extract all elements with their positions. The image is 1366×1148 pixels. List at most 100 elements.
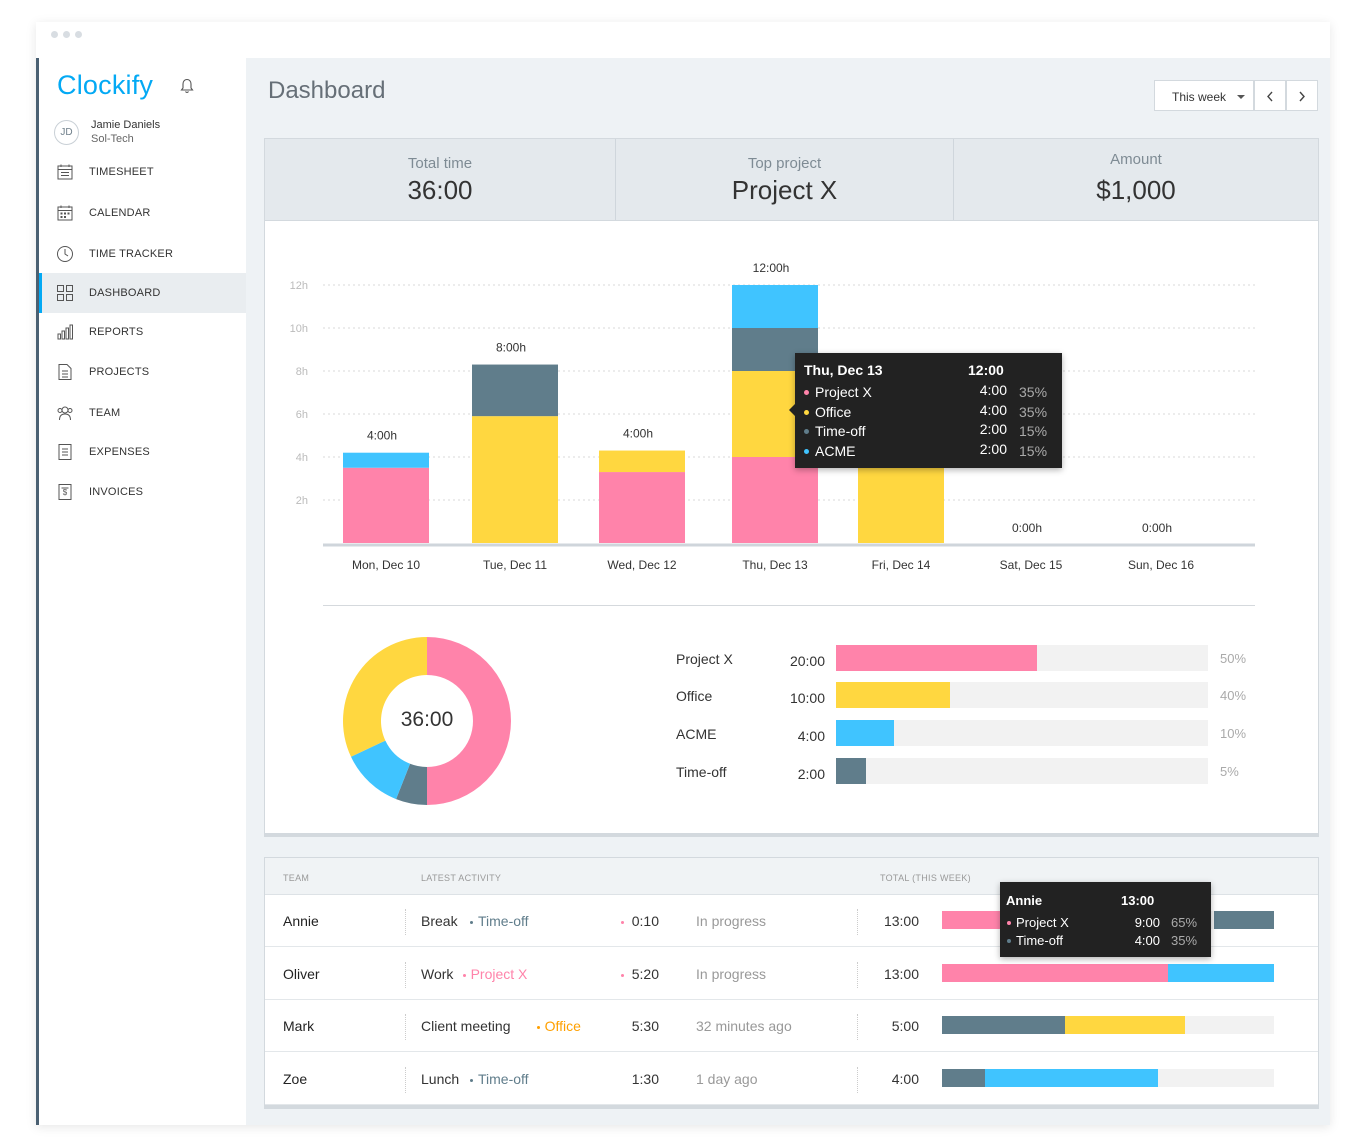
sidebar-item-invoices[interactable]: $ INVOICES (39, 472, 246, 512)
project-dot-icon (536, 1026, 540, 1029)
bar-segment-project-x[interactable] (599, 472, 685, 543)
sidebar: Clockify JD Jamie Daniels Sol-Tech TIMES… (36, 58, 246, 1125)
bar-segment-acme[interactable] (343, 452, 429, 468)
donut-slice-time-off[interactable] (396, 763, 427, 805)
sidebar-item-time-tracker[interactable]: TIME TRACKER (39, 234, 246, 274)
breakdown-percent: 5% (1220, 764, 1239, 779)
previous-period-button[interactable] (1254, 80, 1286, 111)
bar-segment-project-x[interactable] (343, 467, 429, 543)
breakdown-bar-track[interactable] (836, 720, 1208, 746)
sidebar-item-calendar[interactable]: CALENDAR (39, 193, 246, 233)
tooltip-title: Annie (1006, 893, 1043, 908)
member-time-bar[interactable] (942, 963, 1274, 982)
bar-segment-project-x[interactable] (732, 457, 818, 543)
tooltip-row-time: 4:00 (979, 401, 1007, 418)
table-row[interactable]: Oliver Work Project X 5:20 In progress 13:00 (265, 948, 1318, 1000)
sidebar-item-label: TEAM (89, 407, 121, 419)
clockify-logo[interactable]: Clockify (57, 70, 154, 100)
member-name: Mark (283, 1018, 315, 1034)
bar-tooltip: Thu, Dec 13 12:00 Project X 4:00 35% Office… (789, 353, 1062, 468)
tooltip-row-name: ACME (815, 442, 856, 459)
calendar-icon (57, 205, 73, 221)
donut-slice-office[interactable] (343, 637, 427, 757)
activity-project: Time-off (478, 913, 529, 929)
breakdown-bar-track[interactable] (836, 682, 1208, 708)
breakdown-percent: 50% (1220, 651, 1247, 666)
activity-duration: 5:20 (631, 965, 659, 982)
donut-slice-acme[interactable] (350, 740, 411, 800)
donut-slice-project-x[interactable] (427, 637, 511, 805)
summary-divider (615, 139, 616, 220)
legend-dot-icon (804, 409, 809, 415)
date-range-select[interactable]: This week (1154, 80, 1254, 111)
activity-duration: 5:30 (631, 1018, 659, 1034)
user-org: Sol-Tech (91, 133, 134, 145)
total-time-label: Total time (407, 155, 473, 172)
legend-dot-icon (1007, 921, 1011, 925)
running-dot-icon (621, 921, 624, 924)
breakdown-bar-track[interactable] (836, 758, 1208, 784)
window-dot-icon (75, 31, 82, 38)
running-dot-icon (621, 973, 624, 977)
member-bar-segment (942, 1016, 1065, 1034)
legend-dot-icon (1007, 939, 1011, 943)
sidebar-item-reports[interactable]: REPORTS (39, 312, 246, 352)
legend-dot-icon (804, 390, 809, 395)
avatar[interactable]: JD (54, 120, 79, 145)
expenses-icon (58, 444, 72, 460)
tooltip-row-name: Time-off (815, 423, 866, 439)
chevron-right-icon (1299, 91, 1305, 102)
amount-value: $1,000 (1096, 175, 1176, 205)
table-row[interactable]: Zoe Lunch Time-off 1:30 1 day ago 4:00 (265, 1053, 1318, 1105)
member-time-bar[interactable] (942, 1016, 1274, 1034)
sidebar-item-team[interactable]: TEAM (39, 393, 246, 433)
window-titlebar (36, 22, 1330, 58)
column-separator (857, 961, 858, 988)
member-bar-segment (942, 963, 1168, 982)
tooltip-row-name: Project X (1016, 915, 1069, 930)
tooltip-total: 12:00 (968, 362, 1004, 378)
breakdown-bar-track[interactable] (836, 645, 1208, 671)
column-separator (405, 1014, 406, 1040)
table-row[interactable]: Mark Client meeting Office 5:30 32 minutes a… (265, 1000, 1318, 1052)
bell-icon[interactable] (180, 78, 194, 94)
next-period-button[interactable] (1286, 80, 1318, 111)
bar-segment-office[interactable] (472, 416, 558, 543)
column-separator (857, 1066, 858, 1093)
bar-segment-acme[interactable] (732, 285, 818, 328)
sidebar-item-timesheet[interactable]: TIMESHEET (39, 152, 246, 192)
sidebar-item-label: CALENDAR (89, 207, 151, 219)
tooltip-row-time: 9:00 (1134, 915, 1160, 930)
sidebar-item-projects[interactable]: PROJECTS (39, 352, 246, 392)
column-header-team: TEAM (283, 873, 310, 883)
activity-task: Lunch (421, 1070, 460, 1087)
breakdown-bar-fill (836, 682, 950, 708)
bar-segment-office[interactable] (599, 450, 685, 473)
bar-segment-office[interactable] (858, 457, 944, 543)
x-tick-label: Sun, Dec 16 (1128, 558, 1194, 572)
breakdown-name: Time-off (676, 764, 727, 780)
member-total: 13:00 (883, 913, 919, 929)
bar-segment-time-off[interactable] (472, 364, 558, 417)
sidebar-item-label: PROJECTS (89, 366, 150, 378)
sidebar-item-dashboard[interactable]: DASHBOARD (39, 273, 246, 313)
amount-card: Amount $1,000 (954, 139, 1318, 220)
tooltip-row-percent: 35% (1019, 384, 1048, 400)
member-time-bar[interactable] (942, 1068, 1274, 1087)
x-tick-label: Wed, Dec 12 (607, 558, 676, 572)
sidebar-item-expenses[interactable]: EXPENSES (39, 432, 246, 472)
summary-divider (953, 139, 954, 220)
sidebar-item-label: DASHBOARD (89, 287, 161, 299)
projects-icon (58, 364, 72, 380)
breakdown-bar-fill (836, 758, 866, 784)
x-tick-label: Mon, Dec 10 (352, 558, 420, 572)
breakdown-name: Project X (676, 651, 733, 667)
project-dot-icon (470, 921, 473, 924)
tooltip-row-time: 2:00 (979, 440, 1007, 457)
breakdown-percent: 40% (1220, 688, 1247, 703)
project-dot-icon (462, 973, 466, 977)
summary-strip: Total time 36:00 Top project Project X A… (264, 138, 1319, 221)
sidebar-item-label: EXPENSES (89, 446, 150, 458)
top-project-value: Project X (731, 175, 838, 205)
tooltip-row-percent: 65% (1171, 915, 1198, 930)
